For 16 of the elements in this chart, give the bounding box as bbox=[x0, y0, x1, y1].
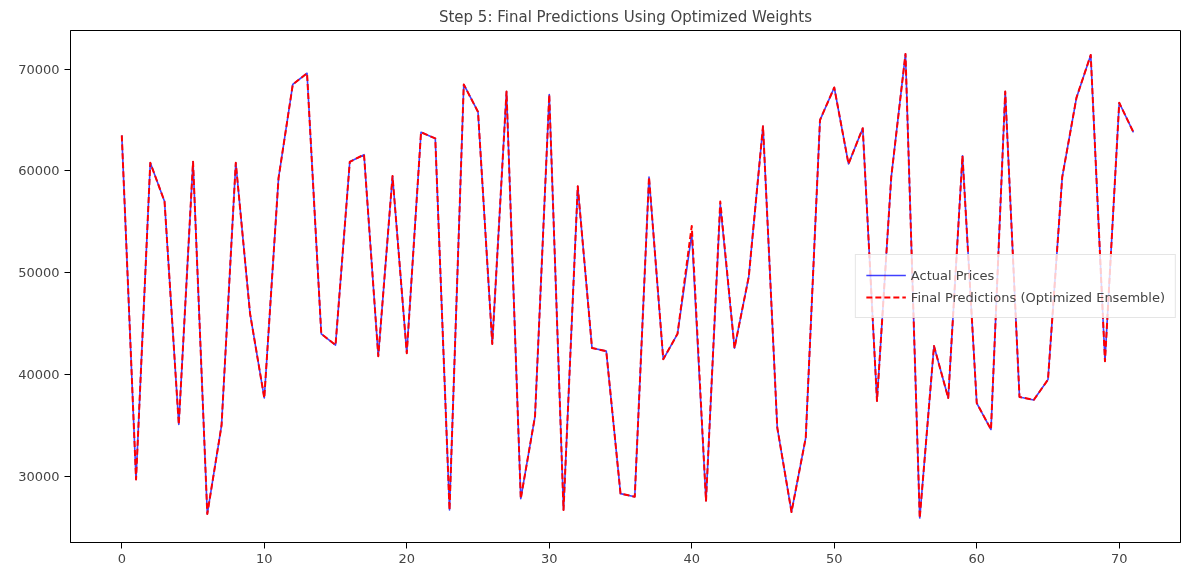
y-tick-label: 70000 bbox=[18, 61, 60, 77]
chart-title: Step 5: Final Predictions Using Optimized Weights bbox=[438, 7, 813, 26]
x-tick-label: 30 bbox=[541, 550, 558, 566]
x-tick-label: 50 bbox=[825, 550, 843, 566]
y-tick-label: 30000 bbox=[18, 468, 60, 484]
x-tick-label: 0 bbox=[117, 550, 126, 566]
x-tick-label: 20 bbox=[398, 550, 416, 566]
legend-label: Actual Prices bbox=[910, 267, 995, 283]
x-tick-label: 40 bbox=[683, 550, 701, 566]
x-tick-label: 60 bbox=[968, 550, 986, 566]
x-tick-label: 70 bbox=[1110, 550, 1128, 566]
x-tick-label: 10 bbox=[256, 550, 273, 566]
y-tick-label: 50000 bbox=[18, 265, 60, 281]
legend-label: Final Predictions (Optimized Ensemble) bbox=[910, 289, 1165, 305]
y-tick-label: 60000 bbox=[18, 163, 60, 179]
y-tick-label: 40000 bbox=[18, 367, 60, 383]
